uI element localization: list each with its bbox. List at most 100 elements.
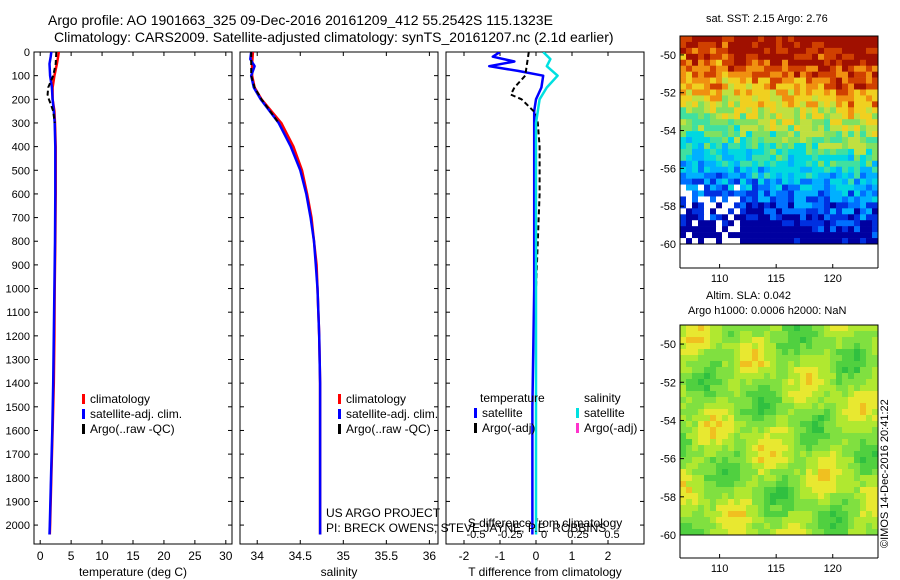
map-cell	[866, 41, 873, 49]
map-cell	[854, 137, 861, 144]
map-cell	[752, 166, 759, 173]
map-cell	[704, 343, 711, 350]
map-cell	[728, 184, 735, 191]
map-cell	[794, 53, 801, 61]
map-cell	[806, 71, 813, 78]
map-cell	[740, 89, 747, 96]
legend-header-temperature: temperature	[480, 391, 545, 405]
map-cell	[692, 47, 699, 55]
map-cell	[842, 119, 849, 126]
map-cell	[854, 337, 861, 344]
map-cell	[872, 367, 879, 374]
map-cell	[698, 379, 705, 386]
map-cell	[830, 238, 837, 245]
map-cell	[806, 220, 813, 227]
map-cell	[722, 107, 729, 114]
map-cell	[734, 89, 741, 96]
map-cell	[698, 493, 705, 500]
map-cell	[746, 391, 753, 398]
map-cell	[728, 427, 735, 434]
map-cell	[830, 113, 837, 120]
map-cell	[728, 439, 735, 446]
map-cell	[698, 41, 705, 49]
map-cell	[722, 53, 729, 61]
map-cell	[818, 83, 825, 90]
map-cell	[698, 125, 705, 132]
map-cell	[746, 523, 753, 530]
map-cell	[848, 409, 855, 416]
map-cell	[758, 101, 765, 108]
map-cell	[704, 232, 711, 239]
map-cell	[836, 83, 843, 90]
map-cell	[806, 172, 813, 179]
map-cell	[716, 190, 723, 197]
map-cell	[788, 505, 795, 512]
map-cell	[740, 226, 747, 233]
map-cell	[860, 493, 867, 500]
map-cell	[764, 529, 771, 536]
map-cell	[836, 190, 843, 197]
map-cell	[860, 343, 867, 350]
map-cell	[728, 415, 735, 422]
map-cell	[764, 238, 771, 245]
map-cell	[692, 172, 699, 179]
map-cell	[776, 511, 783, 518]
map-cell	[704, 493, 711, 500]
map-cell	[788, 433, 795, 440]
map-cell	[776, 475, 783, 482]
map-cell	[728, 113, 735, 120]
map-cell	[788, 154, 795, 162]
map-cell	[722, 65, 729, 72]
map-cell	[860, 190, 867, 197]
legend-label: Argo(-adj)	[584, 421, 637, 435]
map-cell	[704, 397, 711, 404]
map-cell	[722, 59, 729, 67]
map-cell	[710, 511, 717, 518]
x-tick-label: 35.5	[375, 549, 399, 563]
map-cell	[710, 325, 717, 332]
map-cell	[716, 83, 723, 90]
map-cell	[680, 325, 687, 332]
map-cell	[806, 232, 813, 239]
map-cell	[758, 226, 765, 233]
map-cell	[866, 355, 873, 362]
map-cell	[680, 202, 687, 209]
map-cell	[866, 131, 873, 138]
map-cell	[872, 160, 879, 168]
map-cell	[776, 47, 783, 55]
map-cell	[782, 415, 789, 422]
series-group	[249, 52, 322, 535]
map-cell	[824, 511, 831, 518]
map-cell	[848, 196, 855, 203]
map-cell	[710, 83, 717, 90]
map-cell	[836, 433, 843, 440]
map-cell	[776, 361, 783, 368]
map-cell	[854, 95, 861, 102]
map-cell	[836, 137, 843, 144]
map-cell	[794, 451, 801, 458]
map-cell	[686, 349, 693, 356]
map-cell	[680, 131, 687, 138]
map-cell	[752, 196, 759, 203]
map-cell	[794, 232, 801, 239]
map-cell	[722, 343, 729, 350]
map-cell	[866, 409, 873, 416]
map-cell	[842, 325, 849, 332]
map-cell	[782, 427, 789, 434]
map-cell	[818, 226, 825, 233]
map-cell	[752, 325, 759, 332]
map-cell	[776, 409, 783, 416]
map-cell	[836, 142, 843, 150]
map-cell	[872, 202, 879, 209]
map-cell	[806, 415, 813, 422]
map-cell	[830, 107, 837, 114]
map-cell	[782, 337, 789, 344]
map-cell	[758, 493, 765, 500]
map-cell	[740, 445, 747, 452]
map-cell	[728, 238, 735, 245]
map-cell	[686, 487, 693, 494]
map-cell	[806, 107, 813, 114]
map-cell	[812, 131, 819, 138]
map-cell	[710, 148, 717, 156]
map-cell	[788, 65, 795, 72]
